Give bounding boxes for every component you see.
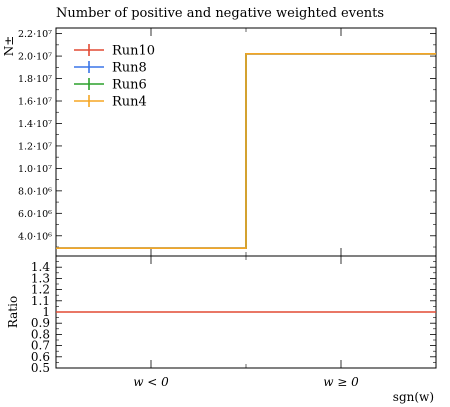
ratio-plot-panel: 1.41.31.21.110.90.80.70.60.5 w < 0 w ≥ 0 [31,255,437,389]
x-axis-label: sgn(w) [393,390,434,404]
main-y-tick-label: 1.2·10⁷ [18,141,52,152]
legend: Run10 Run8 Run6 Run4 [74,44,155,110]
main-y-tick-label: 1.6·10⁷ [18,97,52,108]
x-category-label: w < 0 [133,375,169,389]
main-y-tick-label: 1.4·10⁷ [18,119,52,130]
ratio-y-tick-label: 0.9 [31,316,50,330]
ratio-y-tick-label: 1.4 [31,260,50,274]
ratio-y-tick-label: 0.6 [31,350,50,364]
main-y-tick-label: 8.0·10⁶ [18,186,52,197]
main-y-tick-label: 2.0·10⁷ [18,52,52,63]
main-y-tick-label: 2.2·10⁷ [18,29,52,40]
main-y-axis-label: N± [2,36,16,57]
ratio-y-tick-label: 0.5 [31,361,50,375]
chart-title: Number of positive and negative weighted… [56,6,384,21]
legend-entry-run4: Run4 [112,95,147,110]
main-series-line-run4 [56,53,436,249]
ratio-y-tick-label: 1.2 [31,283,50,297]
legend-entry-run10: Run10 [112,44,155,59]
main-y-tick-label: 4.0·10⁶ [18,231,52,242]
legend-entry-run6: Run6 [112,78,147,93]
ratio-y-tick-label: 1.3 [31,271,50,285]
ratio-y-axis-label: Ratio [6,296,20,328]
ratio-y-tick-label: 0.8 [31,327,50,341]
ratio-y-tick-label: 0.7 [31,339,50,353]
x-category-label: w ≥ 0 [323,375,359,389]
legend-entry-run8: Run8 [112,61,147,76]
ratio-y-tick-label: 1.1 [31,294,50,308]
ratio-y-tick-label: 1 [42,305,50,319]
main-y-tick-label: 1.8·10⁷ [18,74,52,85]
main-plot-panel: 2.2·10⁷ 2.0·10⁷ 1.8·10⁷ 1.6·10⁷ 1.4·10⁷ 1.2·1… [18,27,437,368]
main-y-tick-label: 1.0·10⁷ [18,164,52,175]
main-y-tick-label: 6.0·10⁶ [18,209,52,220]
